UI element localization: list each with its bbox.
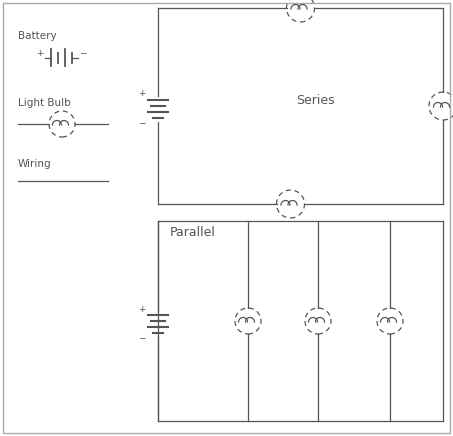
Text: +: + [138,89,146,99]
Text: −: − [138,119,146,127]
Text: Battery: Battery [18,31,57,41]
Text: Series: Series [296,95,335,108]
Text: +: + [138,304,146,313]
Text: −: − [79,48,87,58]
Text: −: − [138,334,146,343]
Text: Light Bulb: Light Bulb [18,98,71,108]
Text: Wiring: Wiring [18,159,52,169]
Text: +: + [36,48,44,58]
Text: Parallel: Parallel [170,226,216,239]
